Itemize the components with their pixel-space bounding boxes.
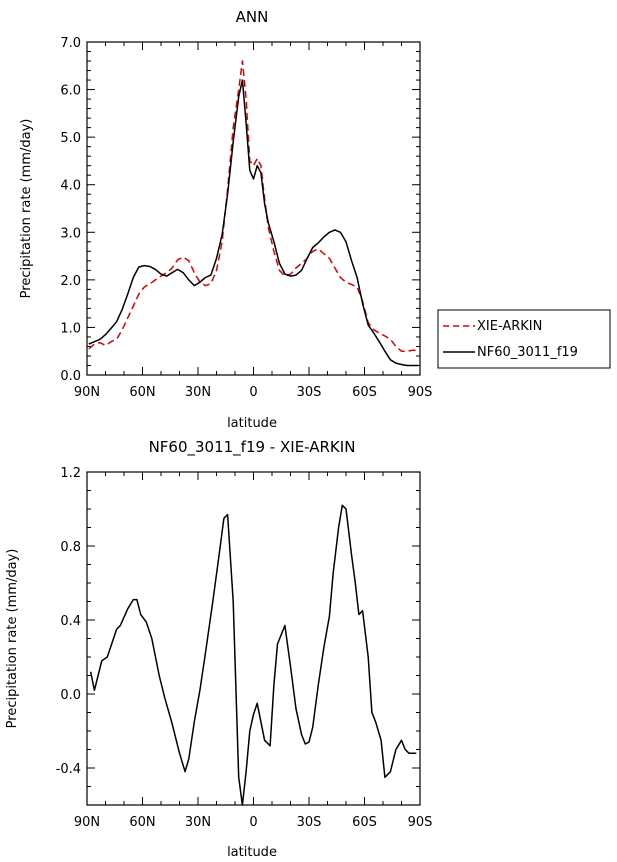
top-axis-ticks: 90N 60N 30N 0 30S 60S 90S 0.0 1.0 2.0 3.0 4.0 5.0 6.0… (60, 36, 432, 400)
top-series-line-nf60-3011-f19 (88, 79, 419, 367)
top-y-tick-label: 0.0 (60, 369, 81, 384)
legend-label-nf60: NF60_3011_f19 (477, 345, 578, 360)
legend-label-xie-arkin: XIE-ARKIN (477, 319, 542, 334)
top-x-tick-label: 60N (129, 385, 155, 400)
bottom-axis-ticks: 90N 60N 30N 0 30S 60S 90S -0.4 0.0 0.4 0.8 1.2 (56, 466, 433, 830)
bottom-x-tick-label: 30N (185, 815, 211, 830)
bottom-y-tick-label: 0.4 (60, 614, 81, 629)
bottom-x-tick-label: 60N (129, 815, 155, 830)
top-y-tick-label: 1.0 (60, 321, 81, 336)
bottom-y-axis-label: Precipitation rate (mm/day) (5, 549, 20, 729)
bottom-x-tick-label: 60S (352, 815, 377, 830)
top-x-tick-label: 30S (297, 385, 322, 400)
top-chart-title: ANN (236, 8, 269, 26)
top-x-tick-label: 60S (352, 385, 377, 400)
top-x-tick-label: 30N (185, 385, 211, 400)
top-y-tick-label: 3.0 (60, 226, 81, 241)
top-x-tick-label: 0 (249, 385, 257, 400)
legend-frame (437, 309, 611, 369)
top-series-lines (88, 60, 419, 367)
top-y-tick-label: 5.0 (60, 131, 81, 146)
bottom-x-tick-label: 30S (297, 815, 322, 830)
bottom-plot-frame (86, 471, 421, 806)
bottom-series-lines (89, 504, 417, 806)
top-y-tick-label: 7.0 (60, 36, 81, 51)
bottom-series-line-nf60-3011-f19-xie-arkin (89, 504, 417, 806)
top-y-tick-label: 4.0 (60, 179, 81, 194)
bottom-y-tick-label: 0.8 (60, 540, 81, 555)
top-series-line-xie-arkin (88, 60, 419, 352)
top-x-tick-label: 90N (74, 385, 100, 400)
top-y-tick-label: 6.0 (60, 84, 81, 99)
top-chart: ANN latitude Precipitation rate (mm/day)… (19, 8, 611, 431)
bottom-x-tick-label: 90N (74, 815, 100, 830)
bottom-chart: NF60_3011_f19 - XIE-ARKIN latitude Preci… (5, 438, 432, 860)
bottom-x-tick-label: 0 (249, 815, 257, 830)
bottom-y-tick-label: 0.0 (60, 688, 81, 703)
bottom-y-tick-label: 1.2 (60, 466, 81, 481)
bottom-x-axis-label: latitude (227, 845, 277, 860)
bottom-chart-title: NF60_3011_f19 - XIE-ARKIN (149, 438, 356, 457)
top-y-axis-label: Precipitation rate (mm/day) (19, 119, 34, 299)
bottom-x-tick-label: 90S (408, 815, 433, 830)
top-x-axis-label: latitude (227, 416, 277, 431)
top-y-tick-label: 2.0 (60, 274, 81, 289)
top-x-tick-label: 90S (408, 385, 433, 400)
bottom-y-tick-label: -0.4 (56, 762, 81, 777)
legend: XIE-ARKIN NF60_3011_f19 (437, 309, 611, 369)
